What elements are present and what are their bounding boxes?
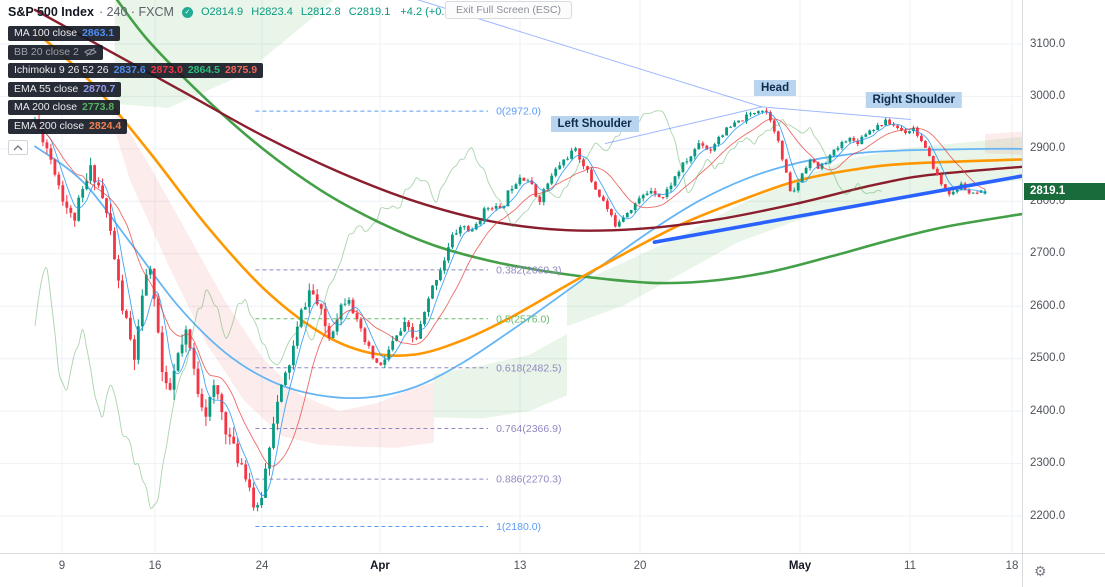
indicator-value: 2875.9 [224,64,258,76]
ichimoku-cloud [114,0,334,108]
symbol-meta: · 240 · FXCM [98,5,174,19]
open-value: 2814.9 [209,6,244,18]
indicator-value: 2824.4 [89,119,122,132]
symbol-name: S&P 500 Index [8,5,94,19]
fib-level-label: 0.618(2482.5) [496,362,561,374]
time-tick: Apr [370,560,390,572]
axis-corner: ⚙ [1022,553,1105,587]
tenkan-line [34,111,986,497]
indicator-value: 2773.8 [82,101,115,113]
indicator-value: 2863.1 [82,27,115,39]
gear-icon[interactable]: ⚙ [1034,562,1047,579]
neckline-trendline[interactable] [652,174,1022,244]
time-tick: 24 [255,560,269,572]
fib-retracement[interactable]: 0(2972.0) 0.382(2669.3) 0.5(2576.0) 0.618(2… [255,106,561,533]
time-tick: 13 [513,560,527,572]
price-tick: 2700.0 [1030,247,1066,260]
legend: S&P 500 Index · 240 · FXCM ✓ O2814.9 H28… [8,5,470,137]
curve-ema-200 [34,145,1022,400]
price-tick: 3000.0 [1030,89,1066,102]
indicator-name: MA 100 close [14,27,78,39]
chart-canvas[interactable]: 0(2972.0) 0.382(2669.3) 0.5(2576.0) 0.618(2… [0,0,1022,553]
time-tick: 20 [633,560,647,572]
close-label: C [348,6,357,18]
fib-level-label: 0.764(2366.9) [496,423,561,435]
price-tick: 2500.0 [1030,352,1066,365]
indicator-value: 2837.6 [113,64,146,76]
fib-level-label: 0.5(2576.0) [496,313,550,325]
ichimoku-cloud [115,109,435,448]
ohlc-readout: O2814.9 H2823.4 L2812.8 C2819.1 [201,6,390,18]
pattern-annotation[interactable]: Right Shoulder [865,92,962,109]
fib-level-label: 1(2180.0) [496,521,541,533]
pattern-line[interactable] [761,106,911,120]
chevron-up-icon [13,144,23,150]
pattern-annotation[interactable]: Left Shoulder [550,116,639,133]
current-price-badge: 2819.1 [1024,182,1105,200]
symbol-title-row[interactable]: S&P 500 Index · 240 · FXCM ✓ O2814.9 H28… [8,5,470,19]
curve-ma-100 [33,8,1022,232]
open-label: O [200,6,210,18]
high-label: H [251,6,260,18]
high-value: 2823.4 [259,6,293,18]
legend-collapse-button[interactable] [8,140,28,155]
indicator-name: EMA 55 close [14,82,79,95]
indicator-value: 2864.5 [187,64,220,76]
kijun-line [34,118,986,467]
indicator-name: Ichimoku 9 26 52 26 [14,64,109,76]
annotation-layer: Left Shoulder Head Right Shoulder [550,79,962,133]
ichimoku-cloud [434,334,567,419]
price-tick: 2400.0 [1030,404,1066,417]
low-value: 2812.8 [307,6,341,18]
time-axis[interactable]: 9 16 24 Apr 13 20 May 11 18 [0,553,1022,587]
price-axis[interactable]: 3100.0 3000.0 2900.0 2800.0 2700.0 2600.0 2500… [1022,0,1105,553]
candlestick-series [33,108,987,512]
price-tick: 2900.0 [1030,142,1066,155]
eye-hidden-icon[interactable] [84,47,97,57]
indicator-name: MA 200 close [14,101,78,113]
indicator-row[interactable]: Ichimoku 9 26 52 26 2837.6 2873.0 2864.5 287… [8,63,264,78]
price-tick: 3100.0 [1030,37,1066,50]
low-label: L [300,6,308,18]
close-value: 2819.1 [356,6,391,18]
price-tick: 2200.0 [1030,509,1066,522]
price-tick: 2600.0 [1030,299,1066,312]
indicator-row[interactable]: MA 100 close 2863.1 [8,26,121,41]
pattern-line[interactable] [604,106,762,145]
indicator-name: EMA 200 close [14,119,85,132]
time-tick: 18 [1005,560,1019,572]
indicator-row[interactable]: BB 20 close 2 [8,44,103,60]
fib-level-label: 0.382(2669.3) [496,264,561,276]
ichimoku-cloud [985,131,1022,155]
pattern-annotation[interactable]: Head [753,79,797,96]
indicator-row[interactable]: EMA 55 close 2870.7 [8,81,122,97]
market-status-icon[interactable]: ✓ [181,6,193,18]
indicator-row[interactable]: EMA 200 close 2824.4 [8,118,128,134]
ichimoku-cloud [567,136,1022,327]
time-tick: 16 [148,560,162,572]
price-tick: 2300.0 [1030,457,1066,470]
indicator-row[interactable]: MA 200 close 2773.8 [8,100,121,115]
time-tick: 11 [904,560,916,572]
chikou-line [34,110,882,509]
fib-level-label: 0.886(2270.3) [496,474,561,486]
time-tick: May [788,560,812,572]
chart-plot-area[interactable]: 0(2972.0) 0.382(2669.3) 0.5(2576.0) 0.618(2… [0,0,1022,553]
time-tick: 9 [58,560,66,572]
indicator-value: 2873.0 [150,64,183,76]
exit-fullscreen-button[interactable]: Exit Full Screen (ESC) [444,1,572,19]
curve-ma-200 [115,0,1022,285]
fib-level-label: 0(2972.0) [496,106,541,118]
curve-ema-55 [33,29,1022,357]
indicator-legend-rows: MA 100 close 2863.1 BB 20 close 2 Ichimoku … [8,26,470,134]
indicator-value: 2870.7 [83,82,116,95]
indicator-name: BB 20 close 2 [14,45,79,58]
